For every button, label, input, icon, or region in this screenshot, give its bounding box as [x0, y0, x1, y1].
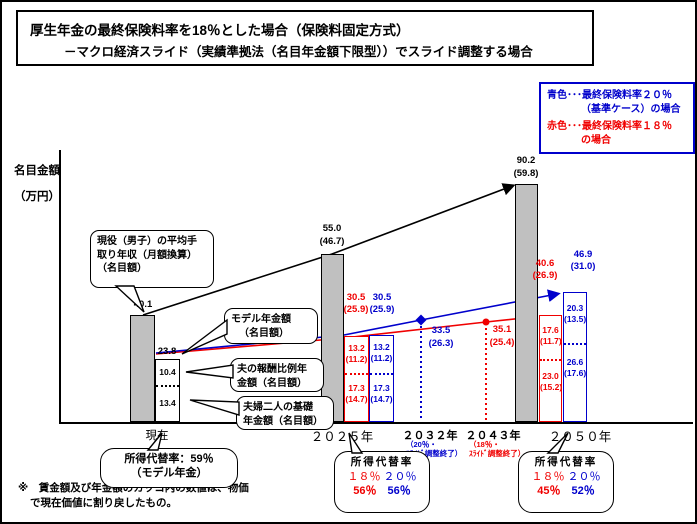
red-total-real-2050: (26.9)	[532, 270, 558, 281]
blue-point-value-2032: 33.5	[431, 325, 451, 336]
callout-basic-pension: 夫婦二人の基礎 年金額（名目額）	[236, 396, 334, 430]
legend-red-line2: の場合	[581, 135, 611, 146]
wage-value-2050: 90.2	[516, 155, 536, 166]
callout-proportional-pension: 夫の報酬比例年 金額（名目額）	[230, 358, 324, 392]
title-box: 厚生年金の最終保険料率を18％とした場合（保険料固定方式） －マクロ経済スライド…	[16, 10, 594, 66]
footnote-line2: で現在価値に割り戻したもの。	[30, 497, 177, 509]
x-label-2032-note1: （20％・	[406, 440, 437, 449]
legend-blue-line2: （基準ケース）の場合	[581, 104, 681, 115]
callout-average-wage: 現役（男子）の平均手 取り年収（月額換算） （名目額）	[90, 230, 214, 288]
red-total-real-2025: (25.9)	[343, 304, 369, 315]
blue-seg-proportional-2025: 13.2	[373, 342, 390, 352]
wage-bar-current	[130, 315, 155, 422]
blue-diamond-marker-2032	[415, 314, 427, 326]
red-total-2025: 30.5	[346, 292, 366, 303]
red-total-2050: 40.6	[535, 258, 555, 269]
wage-value-current: 40.1	[133, 299, 153, 310]
wage-bar-2050	[515, 184, 538, 422]
callout-replacement-current: 所得代替率：59％ （モデル年金）	[100, 448, 238, 488]
x-label-2032: ２０３２年	[402, 430, 458, 442]
rate-2025-20-value: 56％	[387, 485, 411, 497]
blue-seg-basic-2025: 17.3	[373, 383, 390, 393]
red-dot-marker-2043	[482, 318, 490, 326]
rate-2025-18-value: 56％	[353, 485, 377, 497]
page-subtitle: －マクロ経済スライド（実績準拠法（名目年金額下限型））でスライド調整する場合	[64, 45, 533, 59]
rate-2025-18: １８％	[347, 470, 381, 483]
x-label-2043: ２０４３年	[465, 430, 521, 442]
red-seg-basic-real-2050: (15.2)	[540, 382, 563, 392]
callout-replacement-2050: 所得代替率 １８％ ２０％ 45％ 52％	[518, 451, 614, 513]
wage-value-2025: 55.0	[322, 223, 342, 234]
red-pension-line	[155, 311, 537, 355]
x-label-current: 現在	[145, 430, 169, 442]
pension-bar-2050-18pct: 17.6 (11.7) 23.0 (15.2)	[539, 315, 562, 422]
pension-total-current: 23.8	[157, 346, 177, 357]
rate-2050-20-value: 52％	[571, 485, 595, 497]
red-seg-proportional-2025: 13.2	[348, 343, 365, 353]
x-label-2032-note2: ｽﾗｲﾄﾞ調整終了）	[406, 449, 463, 458]
red-seg-proportional-2050: 17.6	[542, 325, 559, 335]
blue-total-2025: 30.5	[372, 292, 392, 303]
callout-model-pension: モデル年金額 （名目額）	[224, 308, 318, 344]
red-seg-basic-2050: 23.0	[542, 371, 559, 381]
blue-seg-basic-real-2025: (14.7)	[370, 394, 393, 404]
blue-seg-basic-2050: 26.6	[566, 357, 584, 367]
wage-real-2025: (46.7)	[319, 236, 345, 247]
rate-2050-20: ２０％	[567, 470, 601, 483]
y-axis	[59, 150, 61, 422]
red-point-value-2043: 35.1	[492, 324, 512, 335]
blue-seg-proportional-2050: 20.3	[566, 303, 584, 313]
wage-real-2050: (59.8)	[513, 168, 539, 179]
blue-pension-line	[155, 289, 561, 354]
blue-total-2050: 46.9	[573, 249, 593, 260]
y-axis-label: 名目金額 （万円）	[14, 165, 60, 203]
legend-box: 青色･･･最終保険料率２０％ （基準ケース）の場合 赤色･･･最終保険料率１８％…	[539, 82, 695, 154]
x-label-2050: ２０５０年	[548, 430, 612, 444]
rate-2025-20: ２０％	[383, 470, 417, 483]
red-seg-proportional-real-2025: (11.2)	[345, 354, 368, 364]
pension-bar-2025-20pct: 13.2 (11.2) 17.3 (14.7)	[369, 335, 394, 422]
seg-basic-current: 13.4	[159, 398, 176, 408]
blue-point-real-2032: (26.3)	[428, 338, 454, 349]
blue-seg-basic-real-2050: (17.6)	[564, 368, 587, 378]
pension-bar-current: 10.4 13.4	[155, 359, 180, 422]
x-axis	[59, 422, 693, 424]
red-point-real-2043: (25.4)	[489, 337, 515, 348]
x-label-2043-note2: ｽﾗｲﾄﾞ調整終了）	[469, 449, 526, 458]
red-seg-proportional-real-2050: (11.7)	[540, 336, 562, 346]
blue-seg-proportional-real-2025: (11.2)	[370, 353, 393, 363]
blue-total-real-2025: (25.9)	[369, 304, 395, 315]
callout-replacement-2025: 所得代替率 １８％ ２０％ 56％ 56％	[334, 451, 430, 513]
pension-bar-2025-18pct: 13.2 (11.2) 17.3 (14.7)	[344, 336, 369, 422]
red-seg-basic-real-2025: (14.7)	[345, 394, 368, 404]
rate-2050-18: １８％	[531, 470, 565, 483]
blue-total-real-2050: (31.0)	[570, 261, 596, 272]
blue-seg-proportional-real-2050: (13.5)	[564, 314, 587, 324]
red-seg-basic-2025: 17.3	[348, 383, 365, 393]
page-title: 厚生年金の最終保険料率を18％とした場合（保険料固定方式）	[30, 23, 410, 38]
legend-blue-line1: 青色･･･最終保険料率２０％	[547, 90, 672, 101]
rate-2050-18-value: 45％	[537, 485, 561, 497]
seg-proportional-current: 10.4	[159, 367, 176, 377]
x-label-2043-note1: （18％・	[469, 440, 500, 449]
pension-bar-2050-20pct: 20.3 (13.5) 26.6 (17.6)	[563, 292, 587, 422]
legend-red-line1: 赤色･･･最終保険料率１８％	[547, 121, 672, 132]
